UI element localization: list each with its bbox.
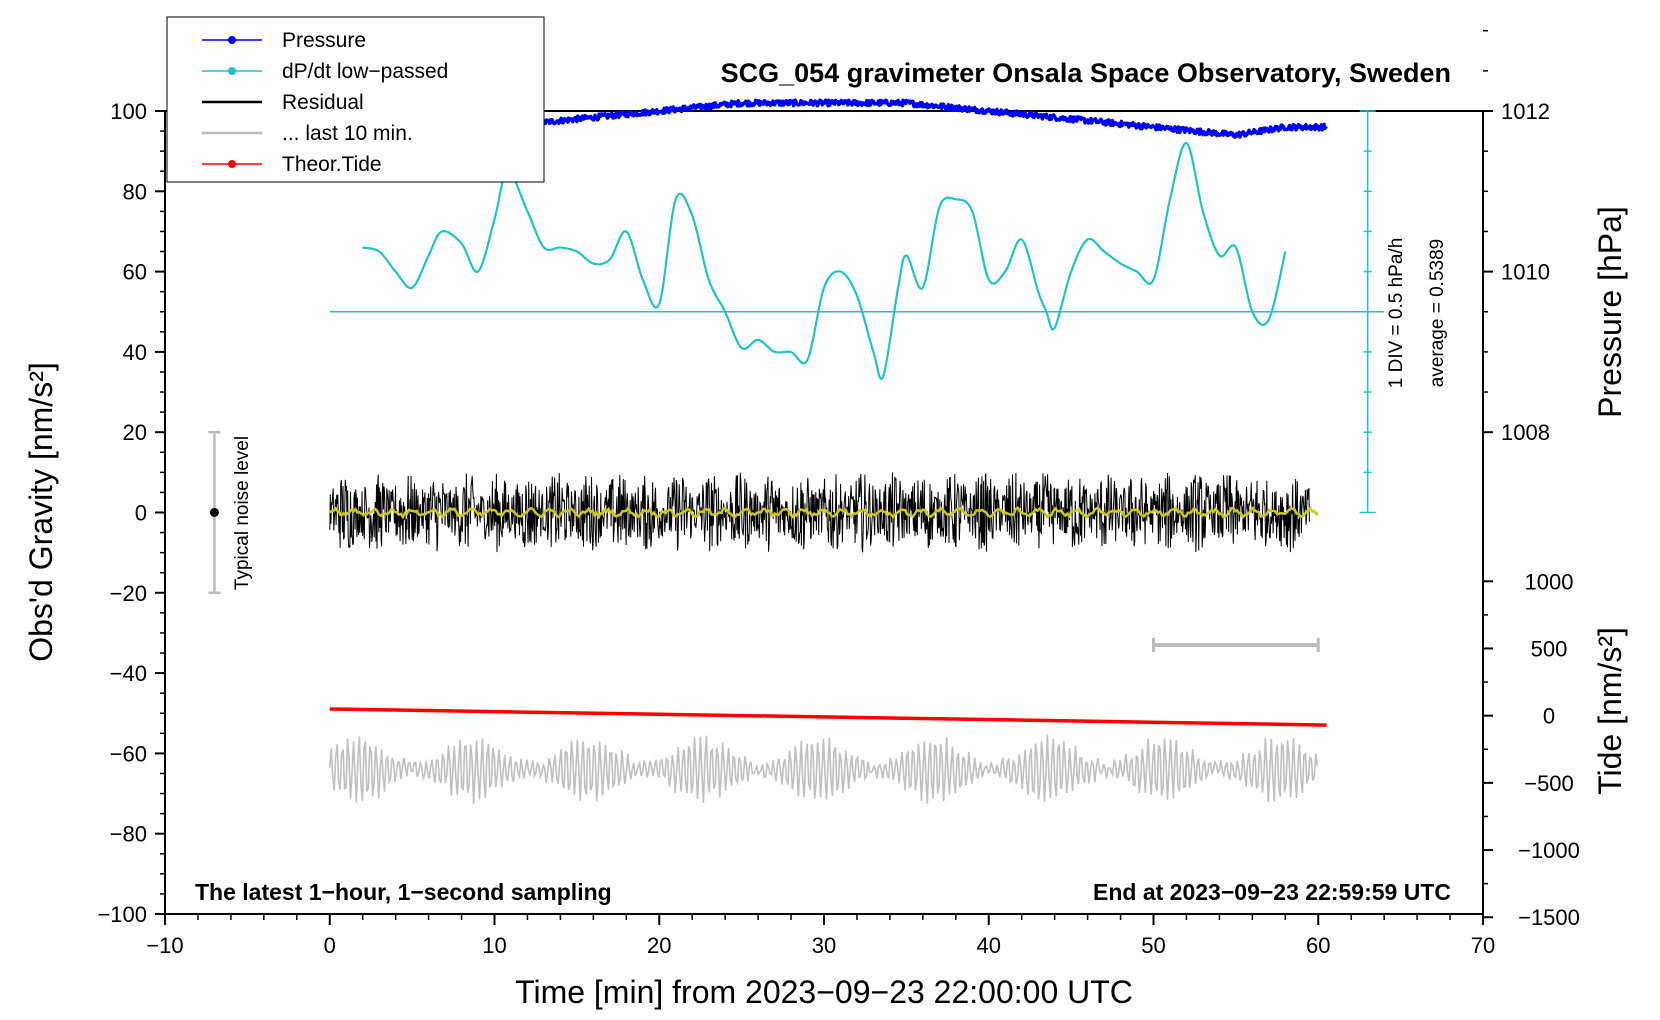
legend-label: Pressure [282,29,366,52]
annotations: The latest 1−hour, 1−second sampling End… [195,238,1451,905]
residual-line [329,472,1311,553]
y-axis-pressure-title: Pressure [hPa] [1592,206,1628,418]
x-tick-label: 30 [812,933,836,958]
x-tick-label: 40 [977,933,1001,958]
noise-level-label: Typical noise level [232,436,253,590]
y-axis-left-title: Obs'd Gravity [nm/s²] [23,362,59,662]
x-axis-title: Time [min] from 2023−09−23 22:00:00 UTC [515,974,1133,1010]
noise-center-dot [209,508,219,517]
x-tick-label: 10 [482,933,506,958]
pressure-tick-label: 1008 [1501,420,1550,445]
y-left-tick-label: −100 [97,902,147,927]
tide-tick-label: 0 [1543,704,1555,729]
x-tick-label: 60 [1306,933,1330,958]
y-left-tick-label: −80 [110,822,147,847]
y-left-tick-label: 0 [135,501,147,526]
y-axis-tide-title: Tide [nm/s²] [1592,627,1628,795]
x-axis: −10 0 10 20 30 40 50 60 70 [146,914,1495,958]
tide-tick-label: −500 [1524,771,1574,796]
residual-smoothed-line [328,505,1319,520]
legend-dot [228,36,236,44]
y-left-tick-label: −40 [110,661,147,686]
x-tick-label: 20 [647,933,671,958]
tide-tick-label: 500 [1531,636,1568,661]
dpdt-line [362,141,1287,380]
footer-right-text: End at 2023−09−23 22:59:59 UTC [1093,879,1451,905]
legend-dot [228,160,236,168]
y-axis-left: −100 −80 −60 −40 −20 0 20 40 60 80 100 [97,99,165,927]
legend-label: dP/dt low−passed [282,60,448,83]
footer-left-text: The latest 1−hour, 1−second sampling [195,879,612,905]
tide-tick-label: −1000 [1518,838,1580,863]
x-tick-label: 70 [1471,933,1495,958]
x-tick-label: 0 [324,933,336,958]
tide-line [329,707,1327,727]
y-axis-tide: 1000 500 0 −500 −1000 −1500 [1483,569,1580,930]
y-left-tick-label: 20 [123,420,147,445]
y-axis-pressure: 1008101010121014 [1483,29,1550,445]
legend: Pressure dP/dt low−passed Residual ... last… [166,16,545,183]
div-scale-label: 1 DIV = 0.5 hPa/h [1386,238,1407,389]
legend-box [166,16,545,183]
legend-label: Residual [282,91,364,114]
y-left-tick-label: 40 [123,340,147,365]
legend-label: ... last 10 min. [282,122,413,145]
legend-label: Theor.Tide [282,153,382,176]
x-tick-label: −10 [146,933,183,958]
y-left-tick-label: 60 [123,260,147,285]
chart-title: SCG_054 gravimeter Onsala Space Observat… [721,58,1451,88]
gray-trace-line [329,734,1319,804]
tide-tick-label: −1500 [1518,905,1580,930]
y-left-tick-label: −60 [110,741,147,766]
data-series [328,98,1385,804]
average-label: average = 0.5389 [1427,239,1448,387]
legend-dot [228,67,236,75]
pressure-tick-label: 1010 [1501,260,1550,285]
y-left-tick-label: 100 [110,99,147,124]
tide-tick-label: 1000 [1525,569,1574,594]
pressure-tick-label: 1012 [1501,99,1550,124]
y-left-tick-label: −20 [110,581,147,606]
x-tick-label: 50 [1141,933,1165,958]
y-left-tick-label: 80 [123,179,147,204]
